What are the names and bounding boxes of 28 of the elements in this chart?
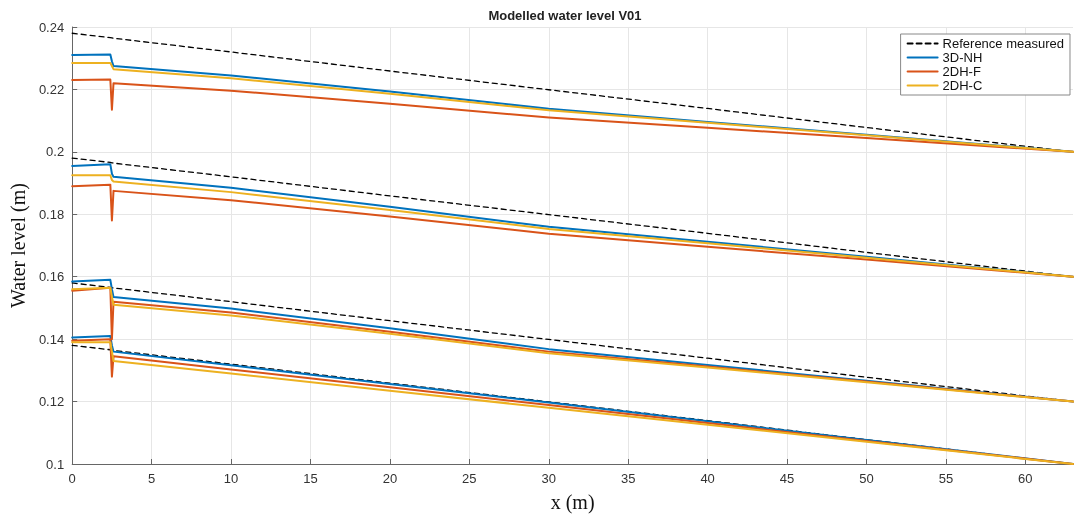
legend-label: 2DH-C <box>942 78 983 93</box>
y-tick-label: 0.22 <box>38 81 65 97</box>
x-tick-label: 40 <box>700 471 715 486</box>
y-tick-label: 0.14 <box>38 331 65 347</box>
x-tick-label: 50 <box>859 471 874 486</box>
y-tick-label: 0.16 <box>38 269 65 285</box>
y-tick-label: 0.12 <box>38 394 65 410</box>
y-tick-label: 0.1 <box>46 456 65 472</box>
y-tick-label: 0.2 <box>46 144 65 160</box>
x-tick-label: 25 <box>462 471 477 486</box>
x-tick-label: 20 <box>382 471 398 486</box>
x-tick-label: 5 <box>148 471 156 486</box>
y-axis-title: Water level (m) <box>7 183 30 308</box>
x-tick-label: 30 <box>541 471 557 486</box>
x-tick-label: 35 <box>620 471 636 486</box>
legend-label: 3D-NH <box>942 50 983 65</box>
y-tick-label: 0.24 <box>38 19 65 35</box>
x-tick-label: 55 <box>938 471 954 486</box>
x-axis-title: x (m) <box>550 491 595 514</box>
y-tick-label: 0.18 <box>38 206 65 222</box>
x-tick-label: 0 <box>68 471 76 486</box>
legend-label: Reference measured <box>942 36 1065 51</box>
legend-label: 2DH-F <box>942 64 981 79</box>
x-tick-label: 60 <box>1018 471 1033 486</box>
x-tick-label: 45 <box>779 471 795 486</box>
x-tick-label: 10 <box>223 471 239 486</box>
x-tick-label: 15 <box>303 471 318 486</box>
chart-title: Modelled water level V01 <box>488 8 642 23</box>
